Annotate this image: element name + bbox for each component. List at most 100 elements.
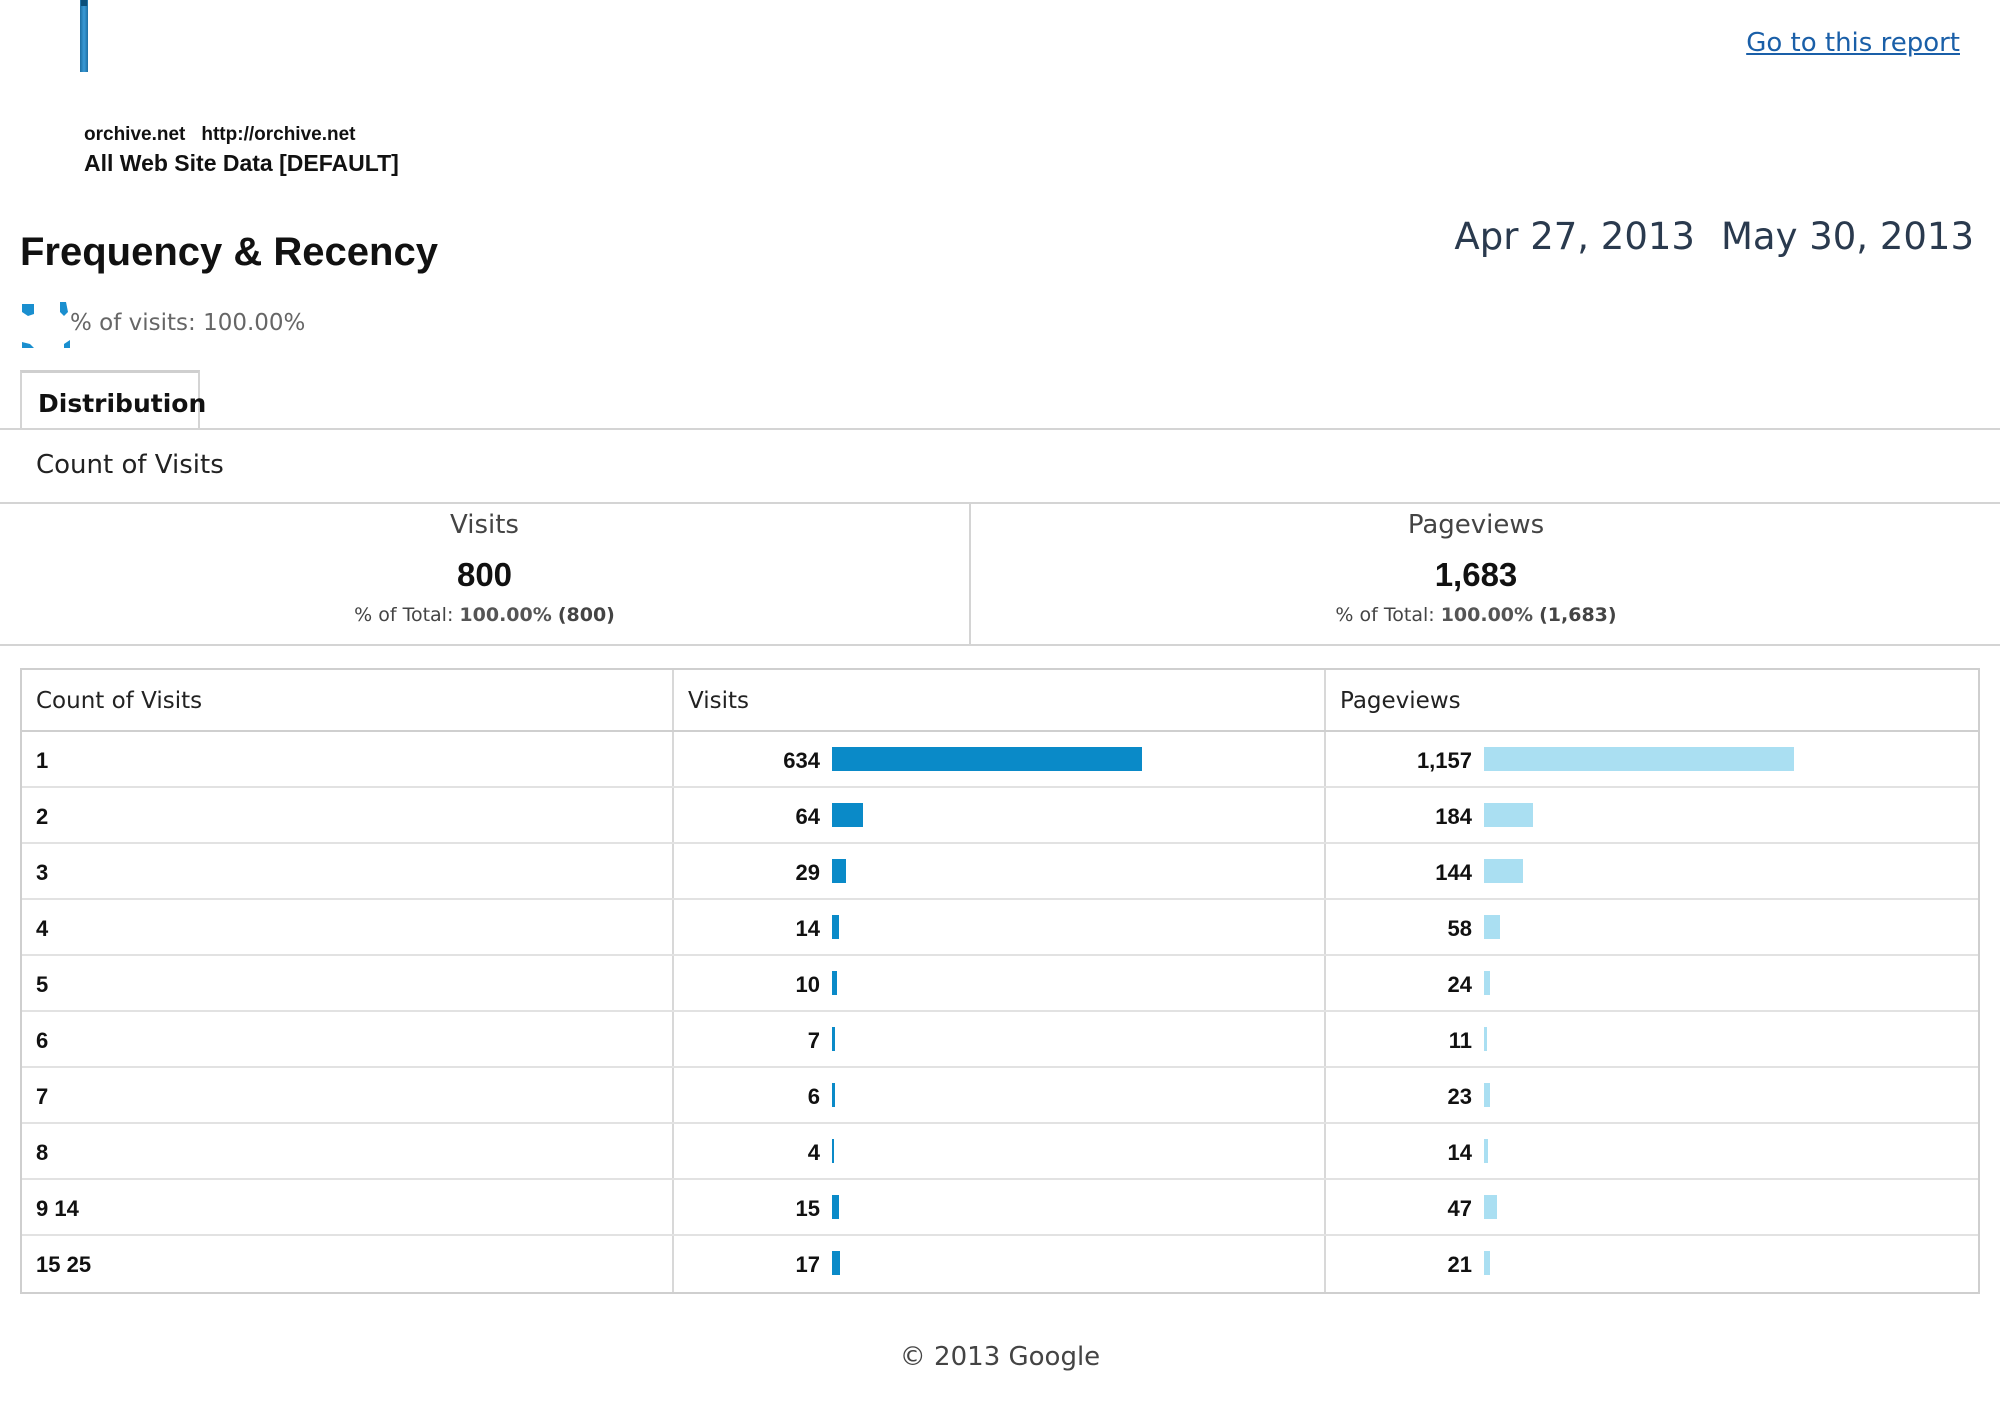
account-info: orchive.net http://orchive.net All Web Si… (84, 124, 399, 177)
scorecard-name: Visits (450, 510, 519, 540)
go-to-report-link[interactable]: Go to this report (1746, 28, 1960, 58)
pageviews-bar (1484, 747, 1794, 771)
pct-label: % of Total: (354, 604, 454, 626)
table-row: 2 64 184 (22, 788, 1978, 844)
visits-bar (832, 747, 1142, 771)
visits-cell: 10 (674, 956, 1326, 1010)
scorecard-percent: % of Total: 100.00% (1,683) (971, 604, 1981, 626)
pageviews-bar (1484, 1083, 1490, 1107)
visits-value: 29 (795, 860, 820, 885)
page-title: Frequency & Recency (20, 230, 438, 274)
pageviews-bar (1484, 1195, 1497, 1219)
visits-bar (832, 1027, 835, 1051)
count-of-visits-cell: 15 25 (22, 1236, 674, 1292)
pct-value: 100.00% (459, 604, 552, 626)
pageviews-value: 1,157 (1416, 748, 1472, 773)
table-row: 7 6 23 (22, 1068, 1978, 1124)
pageviews-value: 21 (1447, 1252, 1472, 1277)
visits-cell: 634 (674, 732, 1326, 786)
pageviews-value: 184 (1435, 804, 1472, 829)
date-range[interactable]: Apr 27, 2013 May 30, 2013 (1454, 215, 1974, 258)
count-of-visits-cell: 1 (22, 732, 674, 786)
visits-value: 7 (807, 1028, 820, 1053)
visits-cell: 15 (674, 1180, 1326, 1234)
visits-bar (832, 859, 846, 883)
pageviews-cell: 24 (1326, 956, 1978, 1010)
footer-copyright: © 2013 Google (899, 1342, 1101, 1372)
visits-cell: 64 (674, 788, 1326, 842)
table-row: 6 7 11 (22, 1012, 1978, 1068)
visits-cell: 17 (674, 1236, 1326, 1292)
table-row: 4 14 58 (22, 900, 1978, 956)
visits-value: 64 (795, 804, 820, 829)
count-of-visits-cell: 6 (22, 1012, 674, 1066)
scorecard-pageviews: Pageviews 1,683 % of Total: 100.00% (1,6… (971, 504, 1981, 644)
pct-label: % of Total: (1335, 604, 1435, 626)
count-of-visits-cell: 3 (22, 844, 674, 898)
tab-distribution[interactable]: Distribution (20, 370, 206, 428)
count-of-visits-cell: 4 (22, 900, 674, 954)
visits-value: 6 (807, 1084, 820, 1109)
visits-value: 4 (807, 1140, 820, 1165)
pageviews-cell: 11 (1326, 1012, 1978, 1066)
pageviews-cell: 14 (1326, 1124, 1978, 1178)
segment-pie-icon (22, 302, 70, 348)
table-row: 8 4 14 (22, 1124, 1978, 1180)
count-of-visits-cell: 2 (22, 788, 674, 842)
pageviews-bar (1484, 1027, 1487, 1051)
pageviews-value: 23 (1447, 1084, 1472, 1109)
table-body: 1 634 1,157 2 64 184 3 29 144 4 14 58 5 10 24 6 7 11 7 6 23 8… (22, 732, 1978, 1292)
table-header: Count of Visits Visits Pageviews (22, 670, 1978, 732)
visits-value: 634 (783, 748, 820, 773)
analytics-logo-icon (80, 0, 88, 72)
scorecards: Visits 800 % of Total: 100.00% (800) Pag… (0, 502, 2000, 646)
pageviews-bar (1484, 859, 1523, 883)
visits-bar (832, 915, 839, 939)
scorecard-name: Pageviews (1407, 510, 1545, 540)
visits-value: 15 (795, 1196, 820, 1221)
column-header-pageviews[interactable]: Pageviews (1340, 688, 1461, 714)
column-header-visits[interactable]: Visits (674, 670, 1326, 730)
pageviews-value: 47 (1447, 1196, 1472, 1221)
pageviews-cell: 47 (1326, 1180, 1978, 1234)
pageviews-value: 14 (1447, 1140, 1472, 1165)
scorecard-visits: Visits 800 % of Total: 100.00% (800) (0, 504, 971, 644)
pct-total: (1,683) (1539, 604, 1617, 626)
pageviews-cell: 184 (1326, 788, 1978, 842)
visits-bar (832, 1083, 835, 1107)
visits-bar (832, 1195, 839, 1219)
visits-cell: 14 (674, 900, 1326, 954)
visits-value: 10 (795, 972, 820, 997)
visits-value: 14 (795, 916, 820, 941)
table-row: 1 634 1,157 (22, 732, 1978, 788)
table-row: 3 29 144 (22, 844, 1978, 900)
scorecard-percent: % of Total: 100.00% (800) (0, 604, 969, 626)
pageviews-value: 58 (1447, 916, 1472, 941)
pageviews-bar (1484, 1251, 1490, 1275)
date-end: May 30, 2013 (1720, 215, 1974, 258)
segment-summary: % of visits: 100.00% (70, 310, 306, 336)
pageviews-cell: 23 (1326, 1068, 1978, 1122)
pageviews-value: 11 (1448, 1028, 1472, 1053)
pct-value: 100.00% (1440, 604, 1534, 626)
pageviews-bar (1484, 971, 1490, 995)
visits-cell: 7 (674, 1012, 1326, 1066)
pageviews-bar (1484, 803, 1533, 827)
pageviews-value: 144 (1435, 860, 1472, 885)
visits-bar (832, 1251, 840, 1275)
visits-cell: 4 (674, 1124, 1326, 1178)
column-header-count[interactable]: Count of Visits (22, 670, 674, 730)
date-start: Apr 27, 2013 (1454, 215, 1695, 258)
count-of-visits-cell: 9 14 (22, 1180, 674, 1234)
data-table: Count of Visits Visits Pageviews 1 634 1,1… (20, 668, 1980, 1294)
account-url: http://orchive.net (201, 124, 356, 145)
tab-label: Distribution (38, 389, 207, 418)
view-name: All Web Site Data [DEFAULT] (84, 150, 399, 176)
pageviews-cell: 144 (1326, 844, 1978, 898)
pageviews-cell: 1,157 (1326, 732, 1978, 786)
visits-value: 17 (795, 1252, 820, 1277)
pageviews-bar (1484, 1139, 1488, 1163)
pageviews-cell: 58 (1326, 900, 1978, 954)
table-row: 5 10 24 (22, 956, 1978, 1012)
scorecard-value: 1,683 (1434, 556, 1518, 593)
